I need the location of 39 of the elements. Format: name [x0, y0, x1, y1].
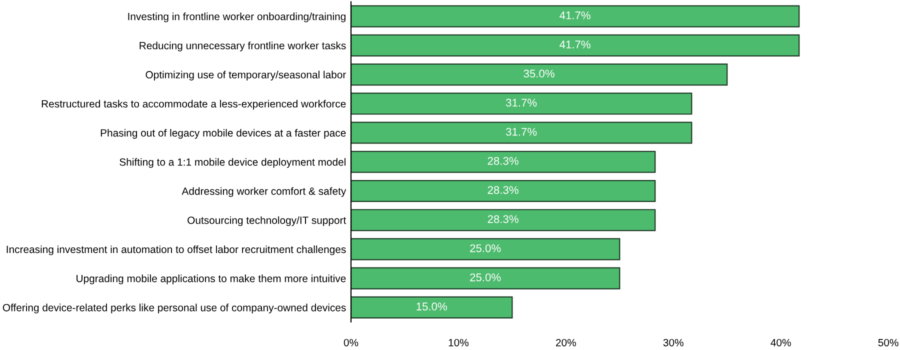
bar [351, 5, 800, 28]
y-tick-label: Restructured tasks to accommodate a less-experienced workforce [42, 100, 346, 110]
x-tick-label: 40% [770, 338, 791, 346]
data-label: 25.0% [470, 244, 501, 252]
data-label: 31.7% [506, 128, 537, 136]
y-tick-label: Reducing unnecessary frontline worker tasks [140, 42, 346, 52]
data-label: 28.3% [488, 156, 518, 165]
data-label: 31.7% [506, 98, 537, 107]
y-tick-label: Outsourcing technology/IT support [188, 216, 346, 226]
bar [351, 64, 728, 86]
data-label: 41.7% [560, 40, 590, 48]
bar [351, 150, 656, 173]
bar [351, 209, 656, 232]
bar [351, 180, 656, 202]
y-tick-label: Investing in frontline worker onboarding/training [128, 12, 346, 22]
y-tick-label: Shifting to a 1:1 mobile device deployment model [120, 158, 346, 168]
data-label: 15.0% [416, 302, 447, 310]
data-label: 35.0% [524, 70, 554, 78]
y-tick-label: Increasing investment in automation to offset labor recruitment challenges [6, 245, 346, 256]
x-tick-label: 10% [448, 338, 469, 346]
bar [351, 34, 800, 56]
y-tick-label: Optimizing use of temporary/seasonal labor [146, 70, 346, 80]
x-tick-label: 0% [344, 338, 358, 346]
y-tick-label: Phasing out of legacy mobile devices at a faster pace [100, 128, 346, 139]
x-tick-label: 30% [663, 338, 684, 346]
bar [351, 92, 692, 115]
data-label: 28.3% [488, 215, 518, 224]
bar [351, 296, 513, 318]
x-tick-label: 50% [878, 338, 898, 346]
data-label: 25.0% [470, 273, 501, 282]
y-tick-label: Upgrading mobile applications to make them more intuitive [76, 274, 346, 284]
y-tick-label: Offering device-related perks like personal use of company-owned devices [2, 304, 346, 314]
bar [351, 267, 620, 290]
data-label: 28.3% [488, 186, 518, 194]
bar [351, 238, 620, 260]
data-label: 41.7% [560, 11, 590, 20]
bar [351, 122, 692, 144]
x-tick-label: 20% [556, 338, 576, 346]
y-tick-label: Addressing worker comfort & safety [182, 187, 346, 197]
